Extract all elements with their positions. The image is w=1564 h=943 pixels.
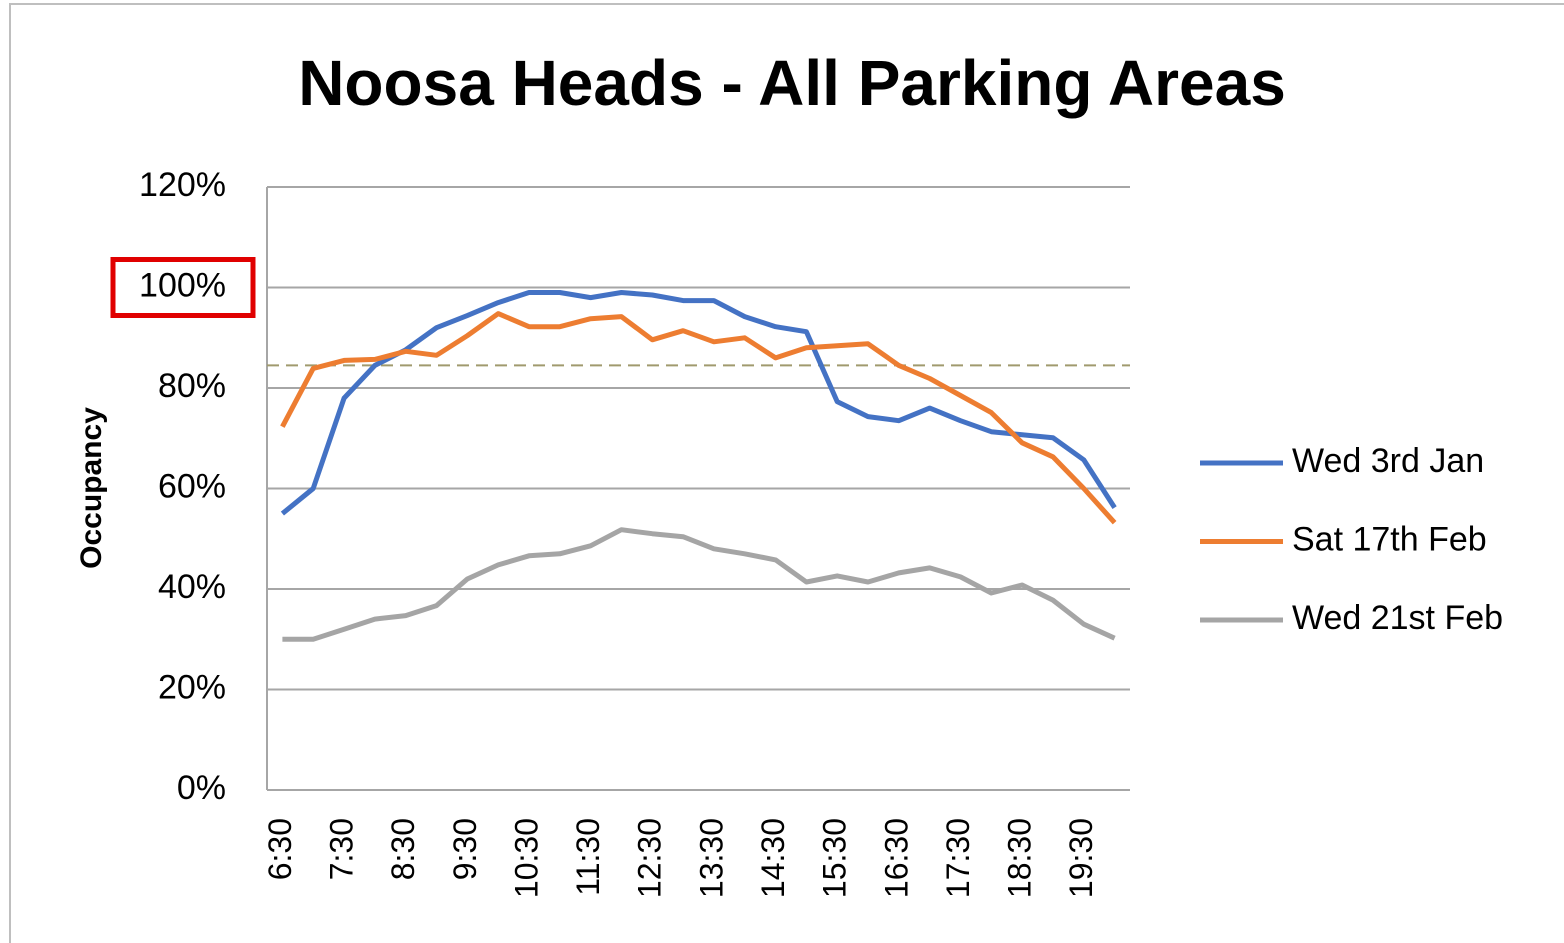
x-tick-label: 6:30 [262, 818, 298, 880]
y-tick-label: 0% [177, 769, 226, 807]
y-axis-label: Occupancy [75, 407, 108, 569]
y-tick-label: 120% [139, 166, 226, 204]
x-tick-label: 13:30 [693, 818, 729, 898]
legend-label: Wed 3rd Jan [1292, 442, 1484, 480]
x-tick-label: 18:30 [1002, 818, 1038, 898]
y-tick-label: 40% [158, 568, 226, 606]
x-tick-label: 14:30 [755, 818, 791, 898]
chart-frame [9, 3, 1564, 943]
x-tick-label: 11:30 [570, 818, 606, 896]
legend-label: Sat 17th Feb [1292, 520, 1487, 558]
legend-label: Wed 21st Feb [1292, 599, 1503, 637]
tick-highlight [110, 257, 256, 318]
y-tick-label: 20% [158, 668, 226, 706]
x-tick-label: 15:30 [817, 818, 853, 898]
series-line [280, 290, 1117, 516]
y-tick-label: 80% [158, 367, 226, 405]
series-line [280, 311, 1117, 525]
y-tick-label: 100% [139, 266, 226, 304]
x-tick-label: 17:30 [940, 818, 976, 898]
x-tick-label: 7:30 [324, 818, 360, 880]
x-tick-label: 16:30 [878, 818, 914, 898]
series-line [282, 527, 1116, 642]
x-tick-label: 19:30 [1063, 818, 1099, 898]
y-tick-label: 60% [158, 467, 226, 505]
chart-title: Noosa Heads - All Parking Areas [298, 47, 1286, 119]
x-tick-label: 8:30 [385, 818, 421, 880]
x-tick-label: 9:30 [447, 818, 483, 880]
x-tick-label: 12:30 [632, 818, 668, 898]
x-tick-label: 10:30 [508, 818, 544, 898]
